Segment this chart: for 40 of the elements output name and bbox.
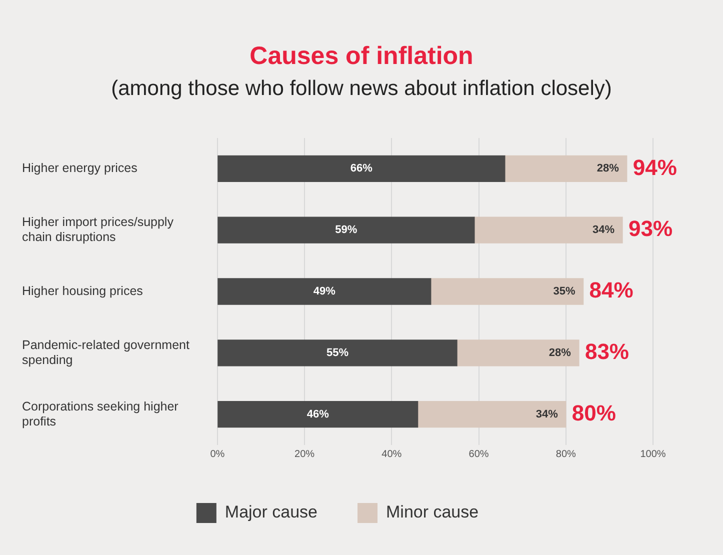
- total-label: 84%: [589, 278, 634, 303]
- x-tick-label: 40%: [382, 448, 402, 460]
- data-label: 46%: [306, 408, 330, 420]
- data-label: 35%: [553, 286, 576, 298]
- data-label: 59%: [335, 224, 358, 236]
- x-tick-label: 20%: [294, 448, 315, 460]
- bar: [218, 400, 418, 428]
- bar: [456, 340, 580, 366]
- y-tick-label: Pandemic-related government spending: [22, 338, 190, 367]
- bar: [504, 155, 628, 182]
- bar: [417, 400, 566, 428]
- bar: [218, 155, 506, 182]
- data-label: 34%: [592, 224, 615, 236]
- bar: [430, 278, 584, 305]
- chart-subtitle: (among those who follow news about inflation closely): [110, 77, 613, 101]
- total-label: 80%: [572, 400, 616, 426]
- bar: [218, 340, 458, 366]
- x-tick-label: 80%: [556, 448, 576, 460]
- y-tick-label: Higher energy prices: [22, 161, 138, 176]
- data-label: 28%: [548, 346, 572, 359]
- total-label: 83%: [584, 338, 630, 364]
- bar: [218, 278, 432, 305]
- data-label: 28%: [596, 162, 620, 175]
- chart-title: Causes of inflation: [248, 42, 474, 71]
- data-label: 55%: [326, 346, 349, 359]
- x-tick-label: 100%: [640, 448, 666, 460]
- bar: [474, 216, 623, 244]
- total-label: 94%: [632, 154, 677, 180]
- bar: [218, 216, 475, 244]
- total-label: 93%: [628, 216, 673, 242]
- data-label: 34%: [536, 408, 558, 420]
- x-tick-label: 60%: [468, 448, 489, 460]
- y-tick-label: Higher housing prices: [22, 284, 143, 298]
- legend-label: Major cause: [224, 502, 318, 522]
- y-tick-label: Higher import prices/supply chain disruptions: [22, 215, 174, 244]
- legend-label: Minor cause: [386, 502, 479, 522]
- y-tick-label: Corporations seeking higher profits: [22, 399, 178, 428]
- data-label: 49%: [313, 286, 336, 298]
- x-tick-label: 0%: [210, 448, 225, 460]
- data-label: 66%: [350, 162, 373, 175]
